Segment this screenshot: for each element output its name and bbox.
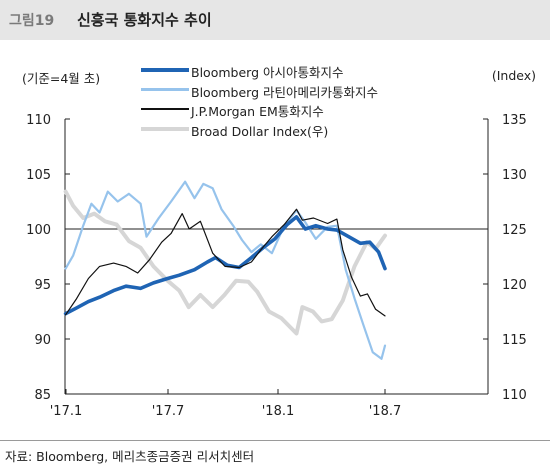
- y-right-tick-label: 125: [502, 223, 527, 238]
- series-line-dollar: [63, 189, 387, 336]
- legend-swatch-latam: [141, 88, 189, 91]
- figure-title: 신흥국 통화지수 추이: [77, 11, 212, 29]
- y-left-tick-label: 90: [34, 333, 51, 348]
- y-right-tick-label: 120: [502, 278, 527, 293]
- legend-swatch-asia: [141, 68, 189, 72]
- series-line-latam: [64, 180, 387, 360]
- axes-layer: 110 105 100 95 90 85 135 130 125 120 115 110 '17.1 '1…: [26, 113, 527, 419]
- x-tick-label: '18.7: [369, 404, 402, 419]
- y-left-tick-label: 100: [26, 223, 51, 238]
- legend-label-jpm: J.P.Morgan EM통화지수: [191, 104, 324, 119]
- line-chart: 110 105 100 95 90 85 135 130 125 120 115 110 '17.1 '1…: [26, 113, 527, 419]
- legend-label-asia: Bloomberg 아시아통화지수: [191, 65, 344, 80]
- left-axis-unit: (기준=4월 초): [22, 71, 101, 86]
- x-tick-label: '17.1: [50, 404, 83, 419]
- source-divider: [0, 440, 550, 441]
- source-note: 자료: Bloomberg, 메리츠종금증권 리서치센터: [5, 449, 255, 464]
- x-tick-label: '18.1: [262, 404, 295, 419]
- right-axis-unit: (Index): [491, 68, 536, 83]
- y-right-tick-label: 130: [502, 168, 527, 183]
- x-tick-label: '17.7: [152, 404, 185, 419]
- series-line-asia: [63, 215, 387, 316]
- y-right-tick-label: 135: [502, 113, 527, 128]
- figure-number: 그림19: [9, 13, 55, 29]
- y-right-tick-label: 115: [502, 333, 527, 348]
- legend-label-latam: Bloomberg 라틴아메리카통화지수: [191, 84, 378, 100]
- series-line-jpm: [64, 208, 386, 317]
- y-left-tick-label: 85: [34, 388, 51, 403]
- series-layer: [63, 180, 387, 360]
- legend-swatch-jpm: [141, 108, 189, 110]
- y-left-tick-label: 105: [26, 168, 51, 183]
- legend-swatch-dollar: [141, 126, 189, 131]
- y-left-tick-label: 95: [34, 278, 51, 293]
- figure-header: [0, 0, 550, 40]
- legend-label-dollar: Broad Dollar Index(우): [191, 123, 329, 139]
- y-left-tick-label: 110: [26, 113, 51, 128]
- y-right-tick-label: 110: [502, 388, 527, 403]
